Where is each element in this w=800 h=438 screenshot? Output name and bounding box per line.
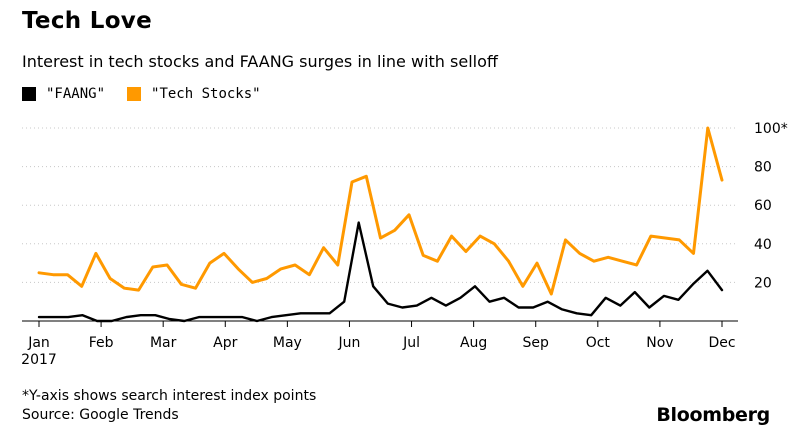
x-tick-label: Jan [27,335,50,351]
footnote-source: Source: Google Trends [22,407,179,423]
legend-item-faang: "FAANG" [22,86,105,102]
x-tick-label: Apr [213,335,237,351]
series-line-tech-stocks [37,126,724,296]
x-tick-label: Sep [523,335,550,351]
x-tick-label: Nov [646,335,673,351]
footnote: *Y-axis shows search interest index poin… [22,387,316,425]
y-tick-label: 60 [754,198,772,214]
footnote-note: *Y-axis shows search interest index poin… [22,388,317,404]
x-tick-label: Aug [460,335,487,351]
x-tick-label: Jun [338,335,361,351]
x-tick-label: May [273,335,302,351]
y-tick-label: 20 [754,275,772,291]
legend-swatch-tech-stocks [127,87,142,101]
legend: "FAANG" "Tech Stocks" [22,86,283,102]
x-tick-year-label: 2017 [21,352,57,368]
legend-swatch-faang [22,87,36,101]
x-tick-label: Jul [402,335,420,351]
x-tick-label: Dec [708,335,735,351]
x-tick-label: Oct [586,335,611,351]
chart-title: Tech Love [22,8,152,34]
legend-label-tech-stocks: "Tech Stocks" [151,86,261,102]
x-tick-label: Feb [89,335,114,351]
legend-label-faang: "FAANG" [46,86,106,102]
y-tick-label: 100* [754,121,788,137]
legend-item-tech-stocks: "Tech Stocks" [127,86,261,102]
y-tick-label: 80 [754,160,772,176]
x-tick-label: Mar [150,335,177,351]
chart-subtitle: Interest in tech stocks and FAANG surges… [22,52,498,71]
series-line-faang [37,221,724,323]
y-tick-label: 40 [754,237,772,253]
bloomberg-logo: Bloomberg [656,404,770,426]
